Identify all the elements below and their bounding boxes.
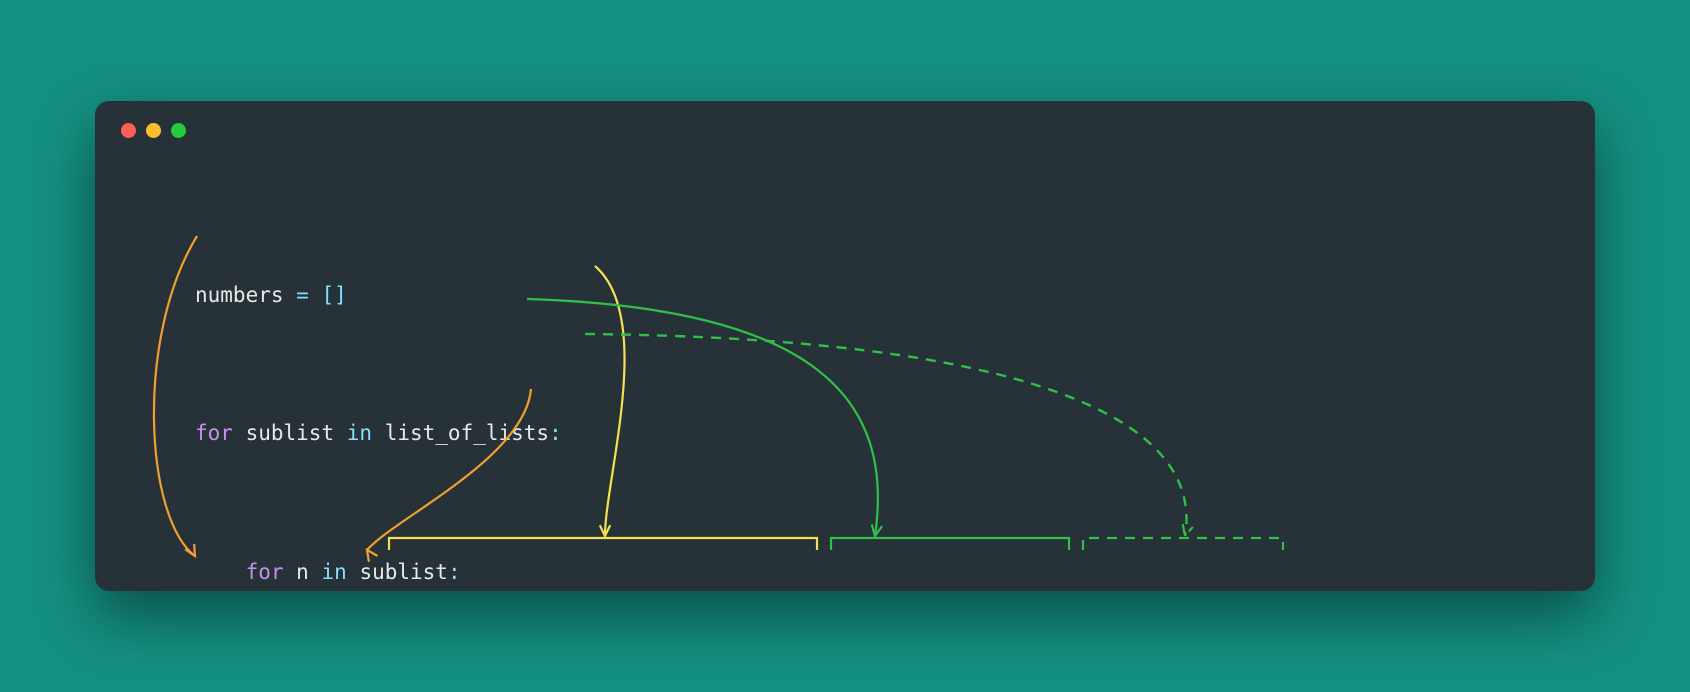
close-dot[interactable] [121,123,136,138]
tok-for: for [246,560,284,584]
tok-assign: = [284,283,322,307]
tok-sublist: sublist [359,560,448,584]
code-line-1: numbers = [] [95,278,1595,313]
indent [195,560,246,584]
tok-empty-list: [] [321,283,346,307]
tok-n: n [296,560,309,584]
sp [334,421,347,445]
tok-in: in [347,421,372,445]
minimize-dot[interactable] [146,123,161,138]
tok-numbers: numbers [195,283,284,307]
arrow-overlay [95,138,1595,591]
sp [347,560,360,584]
maximize-dot[interactable] [171,123,186,138]
sp [309,560,322,584]
code-area: numbers = [] for sublist in list_of_list… [95,138,1595,591]
tok-colon: : [448,560,461,584]
window-titlebar [95,101,1595,138]
tok-list-of-lists: list_of_lists [385,421,549,445]
sp [284,560,297,584]
sp [372,421,385,445]
tok-in: in [321,560,346,584]
sp [233,421,246,445]
code-line-3: for n in sublist: [95,555,1595,590]
tok-colon: : [549,421,562,445]
code-window: numbers = [] for sublist in list_of_list… [95,101,1595,591]
code-line-2: for sublist in list_of_lists: [95,416,1595,451]
tok-sublist: sublist [246,421,335,445]
tok-for: for [195,421,233,445]
